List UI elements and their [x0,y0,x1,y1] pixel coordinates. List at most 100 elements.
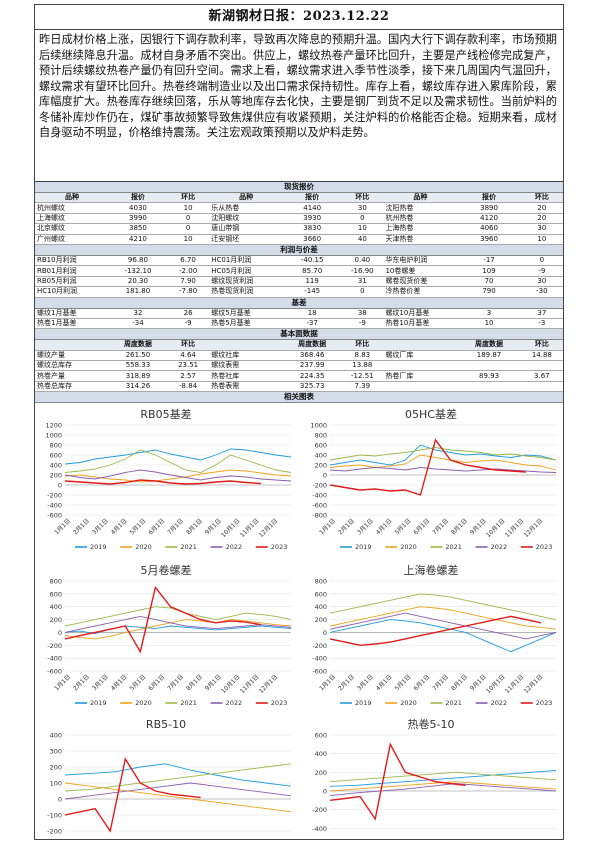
y-tick-label: 0 [323,472,327,480]
cell-value: 109 [457,265,521,277]
x-tick-label: 5月1日 [394,518,413,537]
row-label: HC10月利润 [35,286,109,298]
cell-value: 31 [341,276,384,288]
row-label [383,360,458,372]
spot-table: 品种 报价 环比 品种 报价 环比 品种 报价 环比 杭州螺纹 4030 10 乐从热卷 4140 30 沈阳… [35,193,563,245]
chart-3: 5月卷螺差 800 600 400 200 0 -200 -400 -600 1月1日 2月1日 3月… [35,561,297,711]
section-basis-header: 基差 [35,297,563,309]
y-tick-label: 200 [50,616,62,624]
cell-value: 790 [457,286,521,298]
row-label: 热卷10月基差 [383,318,458,330]
cell-value: 38 [341,308,384,319]
cell-value: 189.87 [457,350,521,362]
x-tick-label: 6月1日 [412,518,431,537]
cell-value: 4030 [108,202,167,214]
x-tick-label: 3月1日 [356,674,375,693]
cell-value: -9 [520,265,563,277]
column-header: 环比 [520,340,563,351]
row-label: 螺纹现货利润 [209,276,284,288]
chart-4: 上海卷螺差 800 600 400 200 0 -200 -400 -600 1月1日 2月1日 3月… [300,561,562,711]
series-line-2020 [64,782,292,813]
chart-2: 05HC基差 1000 800 600 400 200 0 -200 -400 -600 -800 1… [300,405,562,555]
y-tick-label: 200 [315,769,327,777]
cell-value: 14.88 [520,350,563,362]
charts-area: RB05基差 1200 1000 800 600 400 200 0 -200 -400 -600 1… [35,403,563,839]
y-tick-label: 0 [323,629,327,637]
legend-label: 2021 [445,543,462,551]
cell-value: -132.10 [108,265,167,277]
series-line-2019 [329,444,557,466]
cell-value: 26 [166,308,210,319]
cell-value: 89.93 [457,370,521,382]
row-label: 热卷产量 [35,370,109,382]
x-tick-label: 2月1日 [337,518,356,537]
table-row: 广州螺纹 4210 10 迁安钢坯 3660 40 天津热卷 3960 10 [35,234,563,245]
x-tick-label: 11月1日 [504,518,526,540]
table-row: RB10月利润 96.80 6.70 HC01月利润 -40.15 0.40 华东电炉利润 -… [35,255,563,267]
legend-label: 2023 [271,543,288,551]
section-profit-header: 利润与价差 [35,244,563,256]
cell-value: -7.80 [166,286,210,298]
legend-label: 2020 [400,543,417,551]
legend-label: 2023 [536,699,553,707]
chart-title: 上海卷螺差 [404,563,459,577]
legend-label: 2022 [491,699,508,707]
cell-value: 7.39 [341,381,384,393]
y-tick-label: -400 [312,492,327,500]
series-line-2020 [64,469,292,483]
series-line-2020 [329,606,557,630]
series-line-2022 [64,616,292,634]
column-header: 周度数据 [108,340,167,351]
column-header: 环比 [166,193,210,204]
cell-value: -17 [457,255,521,267]
cell-value: -40.15 [283,255,342,267]
chart-svg: 05HC基差10008006004002000-200-400-600-8001… [310,407,557,551]
legend-label: 2021 [180,543,197,551]
x-tick-label: 10月1日 [220,674,242,696]
series-line-2021 [64,763,292,792]
row-label: 杭州螺纹 [35,202,109,214]
series-line-2023 [64,479,261,485]
cell-value: -34 [108,318,167,330]
y-tick-label: -200 [47,642,62,650]
column-header: 环比 [341,193,384,204]
row-label: 天津热卷 [383,234,458,245]
series-line-2019 [329,770,557,787]
legend-label: 2019 [90,699,107,707]
cell-value: 30 [520,276,563,288]
row-label: 热卷总库存 [35,381,109,393]
y-tick-label: 600 [315,442,327,450]
legend-label: 2022 [226,699,243,707]
x-tick-label: 1月1日 [318,674,337,693]
row-label: 热卷厂库 [383,370,458,382]
table-row: 螺纹产量 261.50 4.64 螺纹社库 368.46 8.83 螺纹厂库 189.87 14… [35,350,563,362]
table-row: 北京螺纹 3850 0 唐山带钢 3830 10 上海热卷 4060 30 [35,223,563,235]
cell-value: -16.90 [341,265,384,277]
cell-value: 10 [457,318,521,330]
y-tick-label: 600 [50,452,62,460]
row-label: HC05月利润 [209,265,284,277]
cell-value: 23.51 [166,360,210,372]
y-tick-label: 300 [50,748,62,756]
cell-value: 368.46 [283,350,342,362]
table-row: 热卷总库存 314.26 -8.84 热卷表需 325.73 7.39 [35,381,563,393]
x-tick-label: 3月1日 [91,518,110,537]
cell-value [520,381,563,393]
cell-value: 30 [520,223,563,235]
x-tick-label: 5月1日 [394,674,413,693]
row-label: 螺纹厂库 [383,350,458,362]
cell-value: 0 [341,213,384,225]
cell-value: 20 [520,213,563,225]
cell-value: -9 [341,318,384,330]
row-label: 螺纹5月基差 [209,308,284,319]
table-row: 螺纹1月基差 32 26 螺纹5月基差 18 38 螺纹10月基差 3 37 [35,308,563,319]
chart-svg: RB05基差120010008006004002000-200-400-6001… [45,407,292,551]
y-tick-label: 800 [315,432,327,440]
y-tick-label: 800 [50,578,62,586]
x-tick-label: 1月1日 [53,674,72,693]
cell-value: -30 [520,286,563,298]
y-tick-label: -400 [312,655,327,663]
